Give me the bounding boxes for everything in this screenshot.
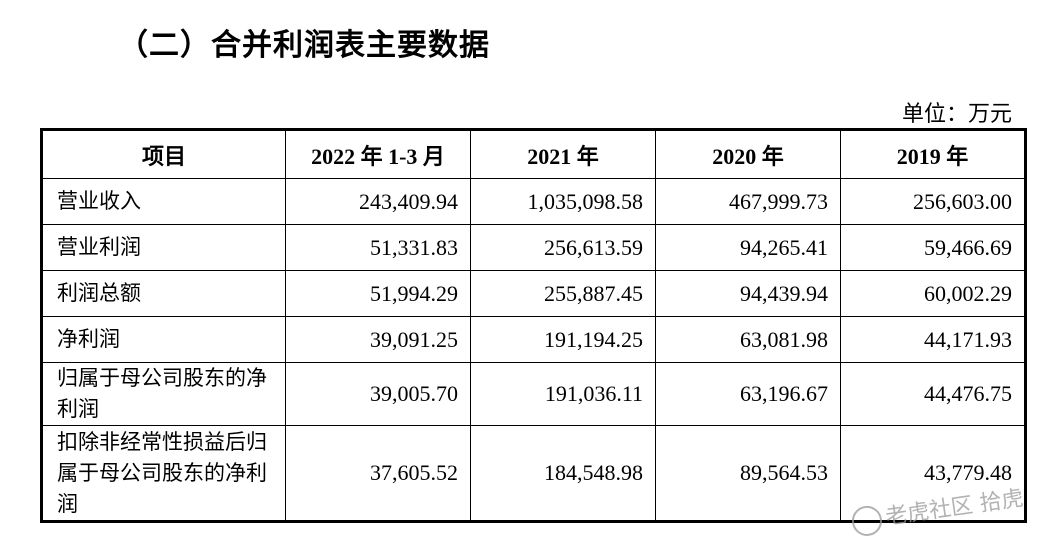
cell-value: 184,548.98 [470, 425, 656, 522]
cell-value: 191,194.25 [470, 316, 656, 363]
unit-label: 单位：万元 [901, 102, 1012, 127]
row-label: 归属于母公司股东的净利润 [41, 362, 286, 426]
cell-value: 1,035,098.58 [470, 178, 656, 225]
table-row: 利润总额 51,994.29 255,887.45 94,439.94 60,0… [41, 270, 1026, 317]
cell-value: 243,409.94 [285, 178, 471, 225]
cell-value: 39,091.25 [285, 316, 471, 363]
cell-value: 89,564.53 [655, 425, 841, 522]
cell-value: 94,265.41 [655, 224, 841, 271]
cell-value: 51,994.29 [285, 270, 471, 317]
cell-value: 44,476.75 [840, 362, 1026, 426]
section-title: （二）合并利润表主要数据 [118, 28, 490, 63]
cell-value: 44,171.93 [840, 316, 1026, 363]
cell-value: 191,036.11 [470, 362, 656, 426]
cell-value: 63,196.67 [655, 362, 841, 426]
cell-value: 256,603.00 [840, 178, 1026, 225]
row-label: 营业利润 [41, 224, 286, 271]
row-label: 净利润 [41, 316, 286, 363]
watermark-logo-icon [850, 503, 884, 538]
row-label: 营业收入 [41, 178, 286, 225]
header-2021: 2021 年 [470, 129, 656, 179]
cell-value: 255,887.45 [470, 270, 656, 317]
cell-value: 467,999.73 [655, 178, 841, 225]
header-2022q1: 2022 年 1-3 月 [285, 129, 471, 179]
header-item: 项目 [41, 129, 286, 179]
cell-value: 60,002.29 [840, 270, 1026, 317]
cell-value: 256,613.59 [470, 224, 656, 271]
row-label: 利润总额 [41, 270, 286, 317]
row-label: 扣除非经常性损益后归属于母公司股东的净利润 [41, 425, 286, 522]
table-row: 营业利润 51,331.83 256,613.59 94,265.41 59,4… [41, 224, 1026, 271]
cell-value: 59,466.69 [840, 224, 1026, 271]
income-statement-table: 项目 2022 年 1-3 月 2021 年 2020 年 2019 年 营业收… [40, 128, 1027, 523]
cell-value: 43,779.48 [840, 425, 1026, 522]
table-row: 营业收入 243,409.94 1,035,098.58 467,999.73 … [41, 178, 1026, 225]
cell-value: 39,005.70 [285, 362, 471, 426]
table-row: 归属于母公司股东的净利润 39,005.70 191,036.11 63,196… [41, 362, 1026, 426]
cell-value: 63,081.98 [655, 316, 841, 363]
cell-value: 51,331.83 [285, 224, 471, 271]
table-row: 扣除非经常性损益后归属于母公司股东的净利润 37,605.52 184,548.… [41, 425, 1026, 522]
cell-value: 94,439.94 [655, 270, 841, 317]
header-2019: 2019 年 [840, 129, 1026, 179]
table-row: 净利润 39,091.25 191,194.25 63,081.98 44,17… [41, 316, 1026, 363]
cell-value: 37,605.52 [285, 425, 471, 522]
header-2020: 2020 年 [655, 129, 841, 179]
table-header-row: 项目 2022 年 1-3 月 2021 年 2020 年 2019 年 [41, 129, 1026, 179]
